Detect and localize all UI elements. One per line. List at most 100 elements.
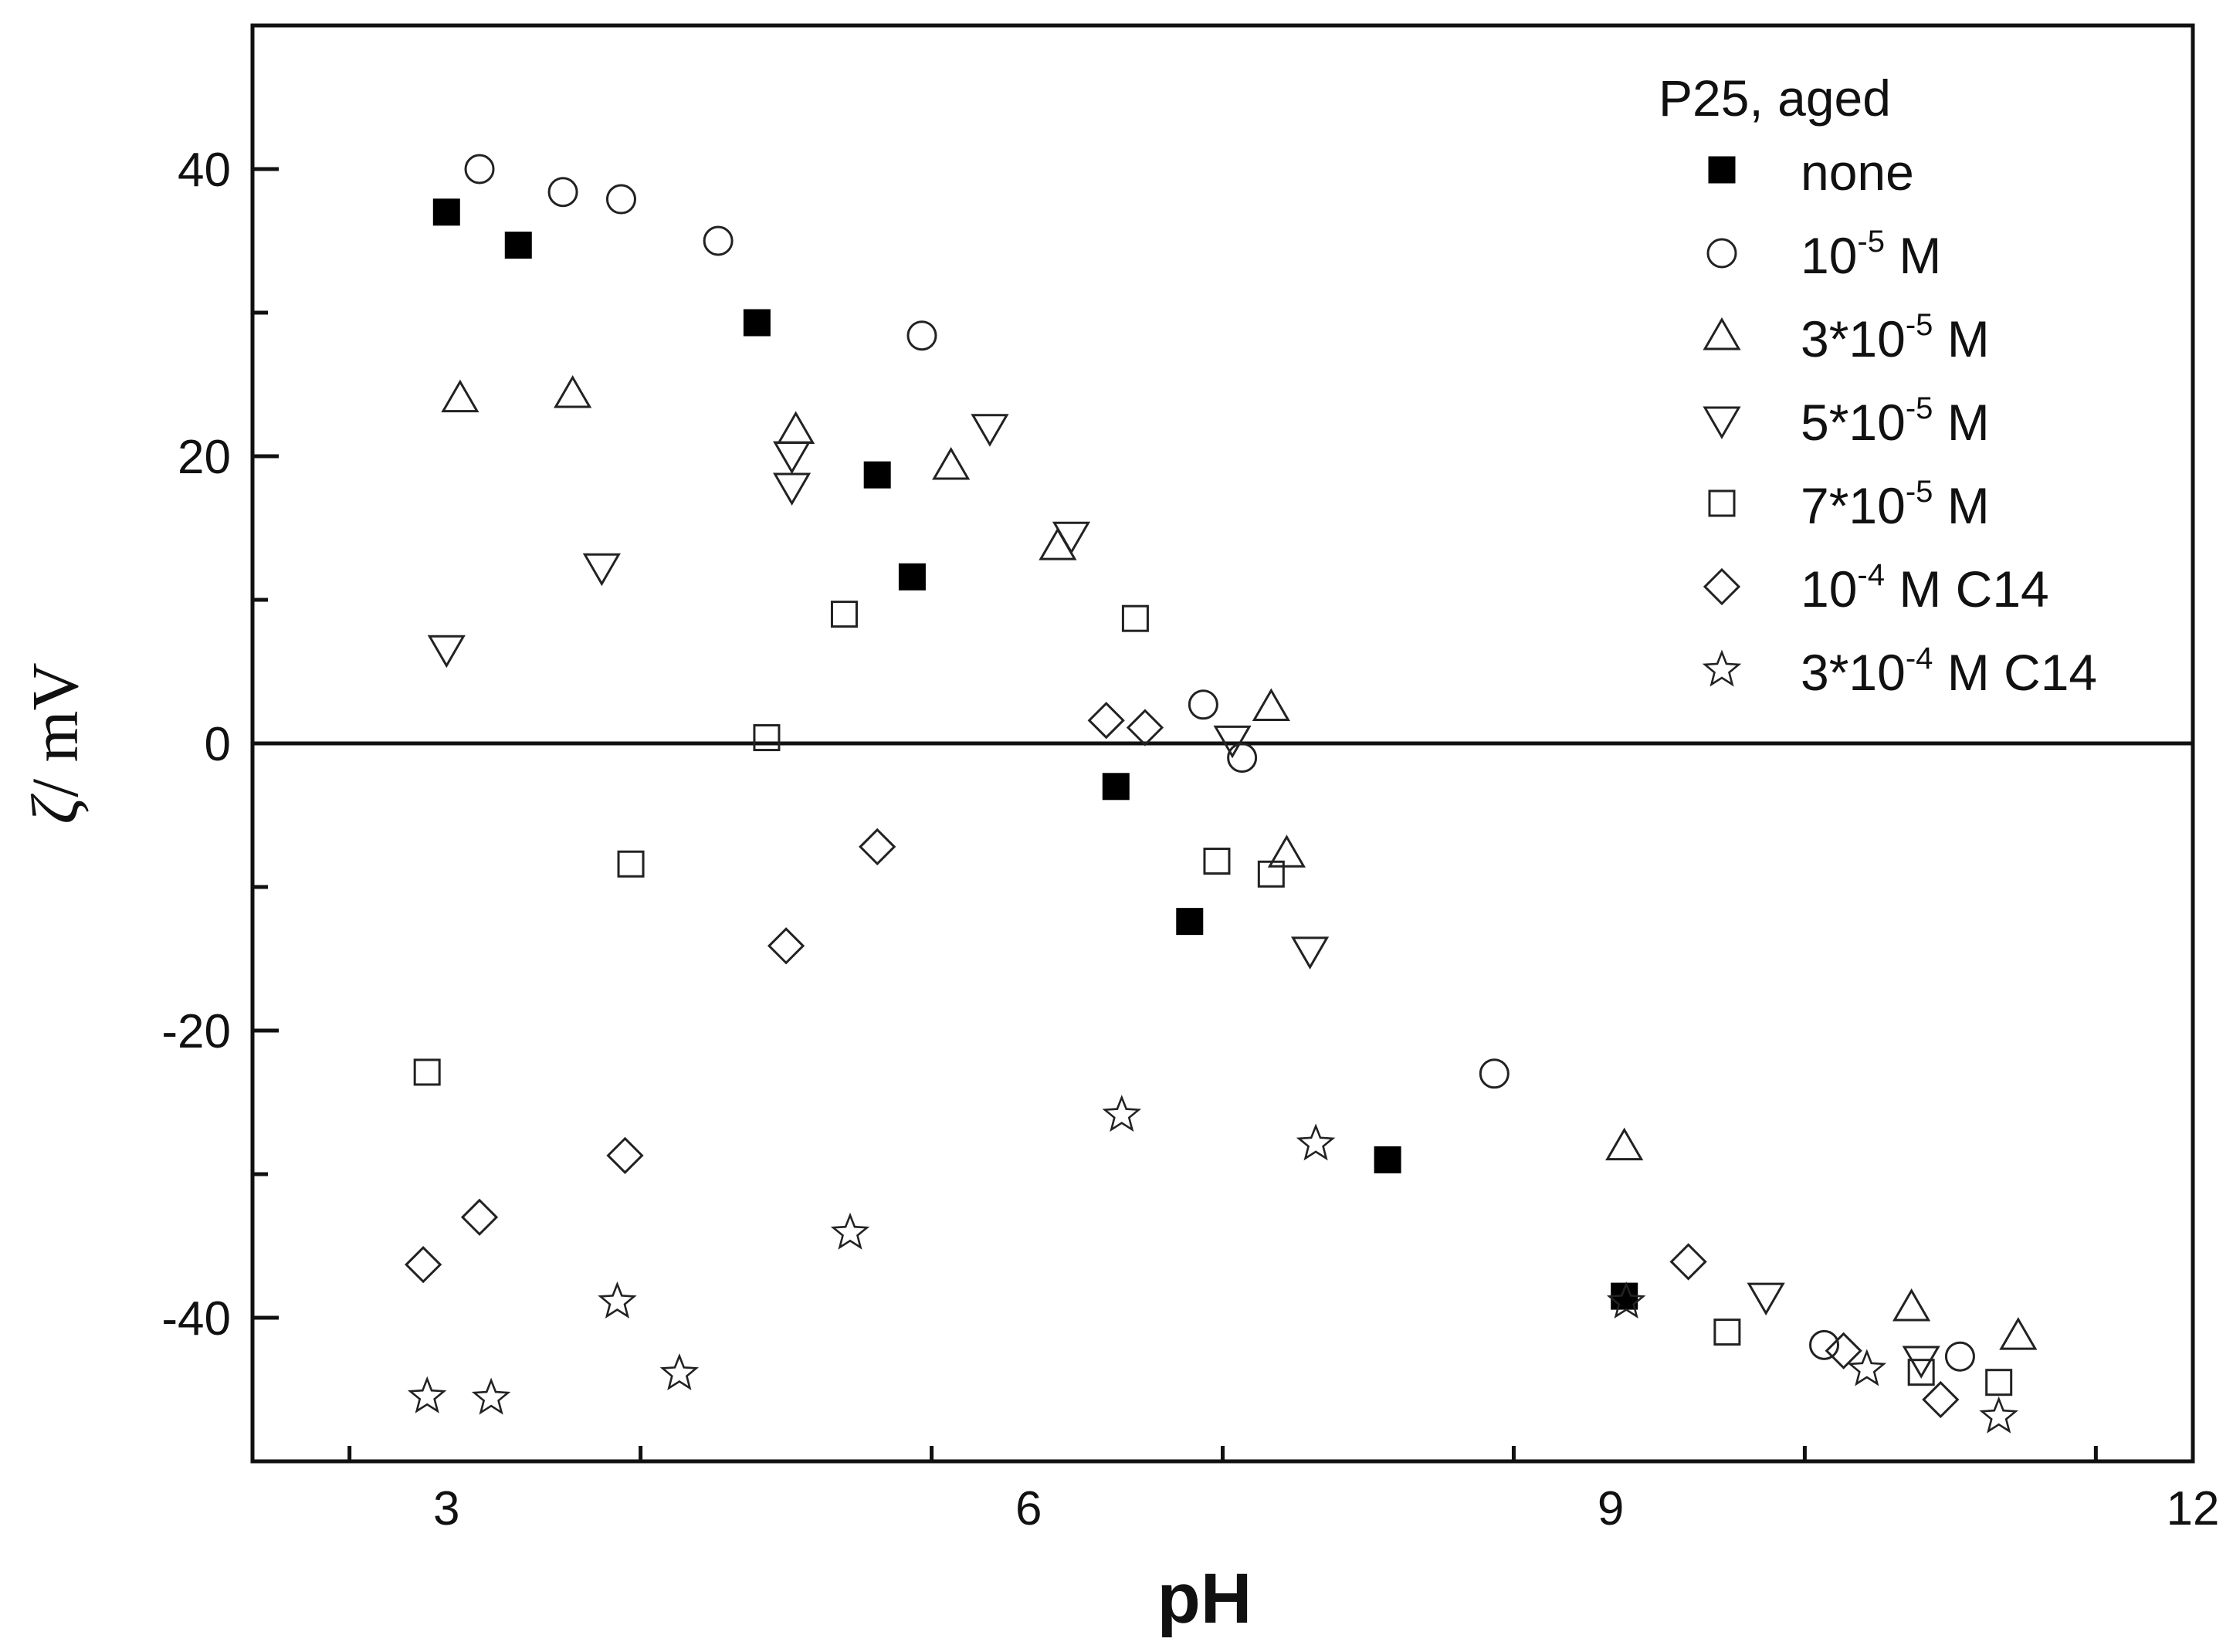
data-point (1944, 1341, 1975, 1372)
data-point (405, 1246, 442, 1284)
data-point (767, 927, 805, 965)
data-point (1479, 1058, 1510, 1089)
data-point (1606, 1281, 1646, 1319)
data-point (1102, 1095, 1142, 1132)
data-point (1267, 834, 1306, 868)
legend-marker (1703, 317, 1741, 350)
legend-label-rest: M (1933, 394, 1989, 451)
legend-label-exponent: -5 (1906, 308, 1933, 342)
data-markers (405, 154, 2038, 1434)
data-point (830, 1212, 870, 1250)
data-point (1296, 1123, 1336, 1161)
data-point (606, 1136, 644, 1174)
legend-marker (1706, 238, 1737, 269)
data-point (1213, 725, 1252, 759)
legend-item: 10-5 M (1706, 225, 1941, 284)
data-point (863, 461, 891, 489)
data-point (617, 850, 645, 878)
legend-label: none (1801, 144, 1914, 201)
y-tick-label: -40 (161, 1292, 231, 1346)
legend-label: 3*10-5 M (1801, 308, 1990, 367)
data-point (1227, 743, 1258, 774)
legend-item: 5*10-5 M (1703, 391, 1990, 451)
legend-item: 7*10-5 M (1708, 475, 1990, 534)
x-tick-label: 9 (1598, 1482, 1624, 1535)
x-tick-label: 12 (2167, 1482, 2220, 1535)
series-7 (407, 1095, 2018, 1434)
series-1 (432, 198, 1638, 1310)
data-point (427, 635, 466, 669)
data-point (1257, 860, 1285, 888)
data-point (1126, 709, 1164, 746)
data-point (1052, 521, 1091, 555)
data-point (471, 1377, 511, 1415)
legend-label-base: 3*10 (1801, 644, 1906, 701)
y-tick-label: 40 (178, 144, 231, 197)
legend-item: 3*10-5 M (1703, 308, 1990, 367)
data-point (1188, 689, 1218, 720)
y-axis-unit: / mV (18, 662, 92, 797)
data-point (1713, 1319, 1741, 1346)
data-point (1669, 1243, 1707, 1281)
x-axis-title: pH (1157, 1559, 1252, 1638)
data-point (898, 563, 926, 591)
legend-label-rest: M (1933, 477, 1989, 534)
series-6 (405, 702, 1960, 1419)
data-point (1907, 1359, 1935, 1386)
data-point (659, 1352, 700, 1390)
legend-label-rest: M C14 (1885, 560, 2049, 618)
legend-label-exponent: -5 (1906, 475, 1933, 509)
svg-text:ζ/ mV: ζ/ mV (18, 662, 92, 824)
legend-marker (1703, 406, 1741, 439)
data-point (1290, 936, 1330, 970)
data-point (1102, 773, 1130, 801)
y-tick-label: 20 (178, 431, 231, 484)
data-point (1999, 1317, 2038, 1350)
y-axis-symbol: ζ (18, 794, 92, 824)
legend-label-base: 10 (1801, 560, 1857, 618)
legend-label-base: 10 (1801, 227, 1857, 284)
legend-item: none (1708, 144, 1914, 201)
legend-label-rest: M (1933, 310, 1989, 367)
data-point (773, 472, 812, 506)
data-point (1747, 1282, 1785, 1316)
y-tick-label: -20 (161, 1005, 231, 1058)
data-point (547, 177, 578, 208)
data-point (504, 232, 532, 259)
legend-label: 7*10-5 M (1801, 475, 1990, 534)
series-4 (427, 414, 1940, 1379)
series-3 (441, 375, 2038, 1350)
data-point (971, 414, 1009, 447)
data-point (1121, 604, 1149, 632)
data-point (582, 553, 621, 587)
data-point (859, 828, 896, 866)
legend-item: 10-4 M C14 (1703, 558, 2049, 618)
data-point (1985, 1369, 2013, 1396)
legend-label-base: 5*10 (1801, 394, 1906, 451)
data-point (753, 724, 781, 752)
data-point (1087, 702, 1125, 740)
data-point (1825, 1332, 1862, 1369)
y-tick-label: 0 (205, 718, 231, 771)
legend-label-exponent: -5 (1906, 391, 1933, 425)
data-point (1203, 848, 1231, 875)
data-point (1605, 1127, 1644, 1161)
legend-label-rest: M C14 (1933, 644, 2097, 701)
data-point (1252, 688, 1290, 721)
legend-label-exponent: -5 (1857, 225, 1885, 259)
data-point (460, 1198, 499, 1236)
legend-marker (1708, 156, 1736, 184)
data-point (703, 225, 734, 256)
data-point (830, 601, 858, 628)
axis-tick-labels: 3 6 9 12 40 20 0 -20 -40 (161, 144, 2219, 1535)
data-point (413, 1058, 441, 1086)
data-point (773, 441, 812, 475)
data-point (1979, 1396, 2018, 1434)
legend-label: 3*10-4 M C14 (1801, 642, 2097, 701)
legend-label-base: 7*10 (1801, 477, 1906, 534)
legend-item: 3*10-4 M C14 (1702, 642, 2097, 701)
series-5 (413, 601, 2013, 1396)
series-2 (464, 154, 1975, 1372)
data-point (432, 198, 460, 226)
